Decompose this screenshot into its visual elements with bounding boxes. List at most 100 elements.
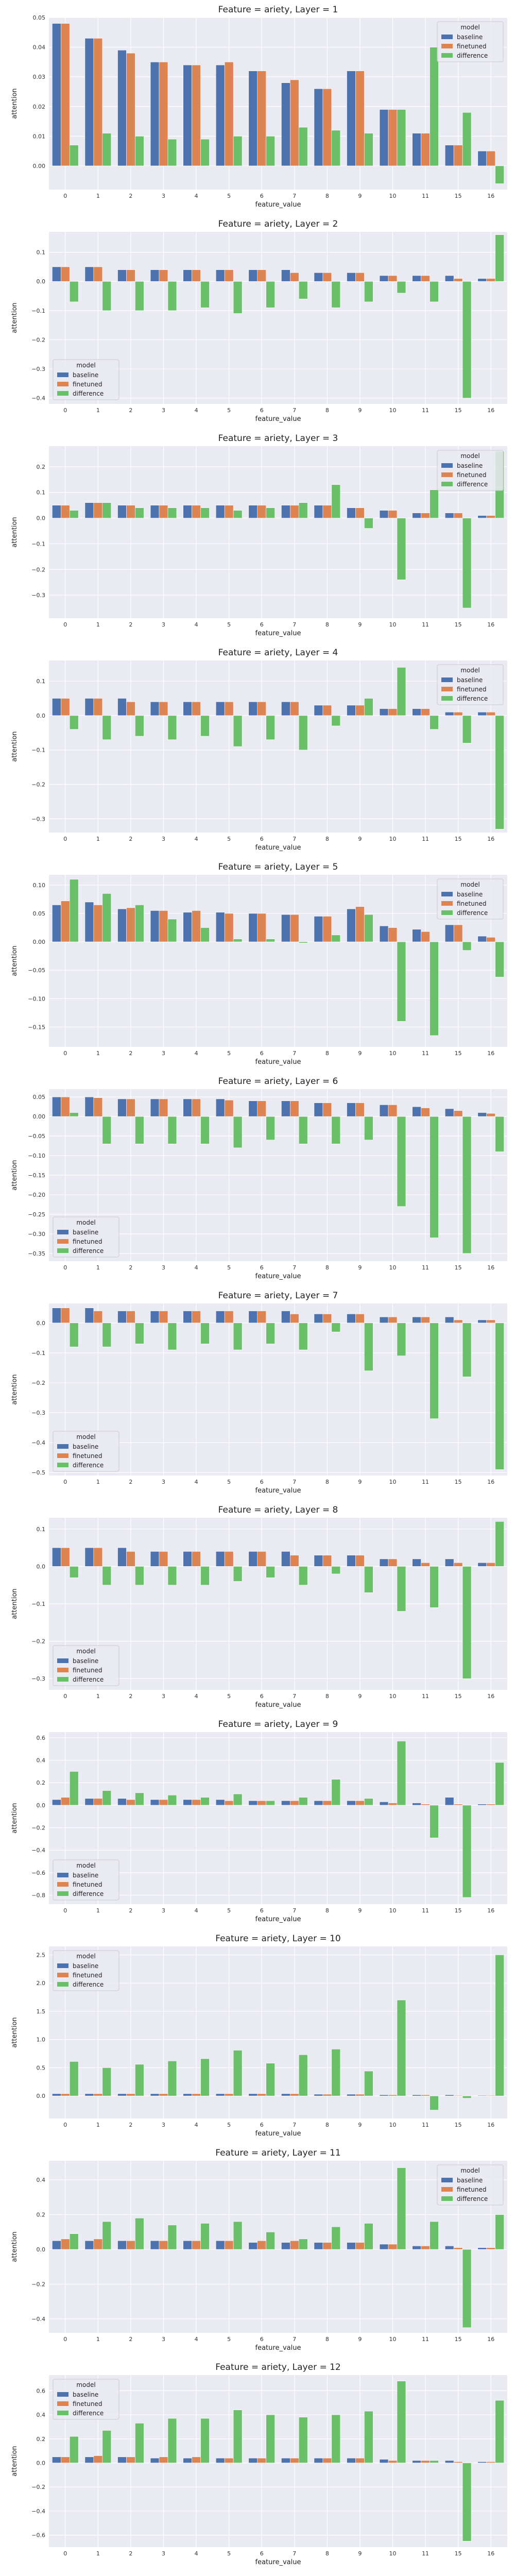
bar-finetuned-8 bbox=[322, 505, 332, 518]
x-tick-label: 10 bbox=[389, 193, 397, 199]
legend-swatch-finetuned bbox=[57, 2401, 68, 2406]
bar-difference-5 bbox=[233, 281, 243, 314]
bar-finetuned-4 bbox=[192, 269, 201, 282]
bar-difference-16 bbox=[495, 165, 504, 184]
legend: model baseline finetuned difference bbox=[53, 2379, 119, 2420]
bar-finetuned-2 bbox=[126, 701, 135, 716]
bar-difference-9 bbox=[364, 2071, 373, 2096]
y-tick-label: 1.5 bbox=[37, 2008, 46, 2015]
x-tick-label: 8 bbox=[325, 1264, 329, 1271]
bar-baseline-5 bbox=[215, 701, 225, 716]
x-tick-label: 16 bbox=[487, 1693, 494, 1700]
legend-swatch-finetuned bbox=[441, 687, 453, 691]
y-tick-label: 0.0 bbox=[37, 1563, 46, 1570]
bar-baseline-6 bbox=[248, 71, 258, 166]
legend-box bbox=[437, 450, 504, 491]
legend-box bbox=[53, 1431, 119, 1472]
bar-difference-7 bbox=[298, 127, 308, 166]
bar-difference-10 bbox=[397, 1741, 406, 1806]
bar-finetuned-15 bbox=[453, 1319, 463, 1324]
bar-baseline-3 bbox=[150, 910, 160, 942]
bar-difference-5 bbox=[233, 1566, 243, 1582]
y-tick-label: 0.1 bbox=[37, 1526, 46, 1533]
x-tick-label: 4 bbox=[195, 407, 198, 414]
bar-difference-9 bbox=[364, 698, 373, 716]
legend-label-finetuned: finetuned bbox=[73, 1238, 102, 1245]
chart-title: Feature = ariety, Layer = 5 bbox=[218, 862, 338, 872]
bar-baseline-15 bbox=[444, 711, 454, 716]
chart-panel-10: Feature = ariety, Layer = 10 0.0 0.5 1.0 1.5… bbox=[11, 1934, 507, 2138]
x-tick-label: 4 bbox=[195, 1907, 198, 1914]
bar-difference-11 bbox=[430, 2221, 439, 2250]
x-tick-label: 2 bbox=[129, 193, 132, 199]
bar-difference-16 bbox=[495, 2214, 504, 2250]
bar-baseline-4 bbox=[183, 505, 192, 518]
bar-baseline-2 bbox=[117, 698, 127, 716]
x-tick-label: 11 bbox=[422, 1050, 429, 1057]
y-tick-label: 0.0 bbox=[37, 2093, 46, 2099]
legend-swatch-difference bbox=[441, 910, 453, 915]
bar-difference-4 bbox=[200, 2418, 210, 2463]
bar-difference-8 bbox=[331, 2414, 341, 2463]
bar-difference-10 bbox=[397, 1116, 406, 1207]
x-tick-label: 10 bbox=[389, 2122, 397, 2128]
x-tick-label: 11 bbox=[422, 407, 429, 414]
bar-finetuned-5 bbox=[224, 701, 234, 716]
bar-difference-5 bbox=[233, 136, 243, 166]
y-tick-label: −0.2 bbox=[31, 566, 45, 573]
x-tick-label: 1 bbox=[96, 1479, 100, 1485]
bar-difference-1 bbox=[102, 133, 112, 166]
x-tick-label: 10 bbox=[389, 621, 397, 628]
bar-baseline-4 bbox=[183, 1799, 192, 1806]
bar-finetuned-8 bbox=[322, 2458, 332, 2463]
bar-finetuned-2 bbox=[126, 2240, 135, 2250]
x-tick-label: 2 bbox=[129, 1693, 132, 1700]
x-axis-label: feature_value bbox=[255, 2130, 301, 2138]
bar-difference-7 bbox=[298, 1116, 308, 1144]
plot-area bbox=[49, 660, 507, 833]
bar-finetuned-16 bbox=[486, 1319, 495, 1324]
x-tick-label: 1 bbox=[96, 1050, 100, 1057]
x-tick-label: 5 bbox=[227, 193, 231, 199]
bar-finetuned-2 bbox=[126, 269, 135, 282]
y-tick-label: −0.2 bbox=[31, 1380, 45, 1386]
bar-finetuned-7 bbox=[290, 79, 299, 166]
bar-difference-2 bbox=[135, 2218, 144, 2250]
bar-finetuned-10 bbox=[388, 2460, 398, 2463]
bar-finetuned-5 bbox=[224, 2240, 234, 2250]
x-tick-label: 0 bbox=[63, 1907, 67, 1914]
legend-swatch-baseline bbox=[441, 892, 453, 896]
bar-baseline-4 bbox=[183, 269, 192, 282]
legend-swatch-difference bbox=[57, 1891, 68, 1896]
bar-finetuned-3 bbox=[159, 1799, 168, 1806]
bar-finetuned-0 bbox=[61, 1797, 70, 1806]
bar-finetuned-9 bbox=[355, 1800, 365, 1806]
bar-difference-6 bbox=[266, 281, 275, 308]
x-tick-label: 6 bbox=[260, 193, 264, 199]
legend-box bbox=[437, 878, 504, 920]
bar-finetuned-16 bbox=[486, 2247, 495, 2250]
y-tick-label: 0.0 bbox=[37, 2246, 46, 2253]
bar-finetuned-8 bbox=[322, 1800, 332, 1806]
bar-difference-10 bbox=[397, 1323, 406, 1356]
bar-baseline-4 bbox=[183, 2458, 192, 2463]
bar-finetuned-9 bbox=[355, 2458, 365, 2463]
bar-baseline-15 bbox=[444, 1797, 454, 1806]
x-tick-label: 9 bbox=[358, 621, 362, 628]
bar-baseline-6 bbox=[248, 2093, 258, 2096]
bar-finetuned-16 bbox=[486, 150, 495, 166]
bar-finetuned-1 bbox=[93, 1097, 103, 1117]
x-tick-label: 9 bbox=[358, 2336, 362, 2343]
legend-swatch-baseline bbox=[441, 677, 453, 682]
bar-baseline-9 bbox=[347, 1314, 356, 1324]
x-axis-label: feature_value bbox=[255, 415, 301, 423]
bar-baseline-6 bbox=[248, 701, 258, 716]
bar-baseline-4 bbox=[183, 2093, 192, 2096]
bar-difference-5 bbox=[233, 1323, 243, 1350]
x-tick-label: 15 bbox=[455, 2122, 462, 2128]
bar-finetuned-5 bbox=[224, 2458, 234, 2463]
bar-difference-11 bbox=[430, 1116, 439, 1238]
bar-finetuned-5 bbox=[224, 2093, 234, 2096]
bar-finetuned-1 bbox=[93, 502, 103, 518]
x-tick-label: 4 bbox=[195, 1264, 198, 1271]
